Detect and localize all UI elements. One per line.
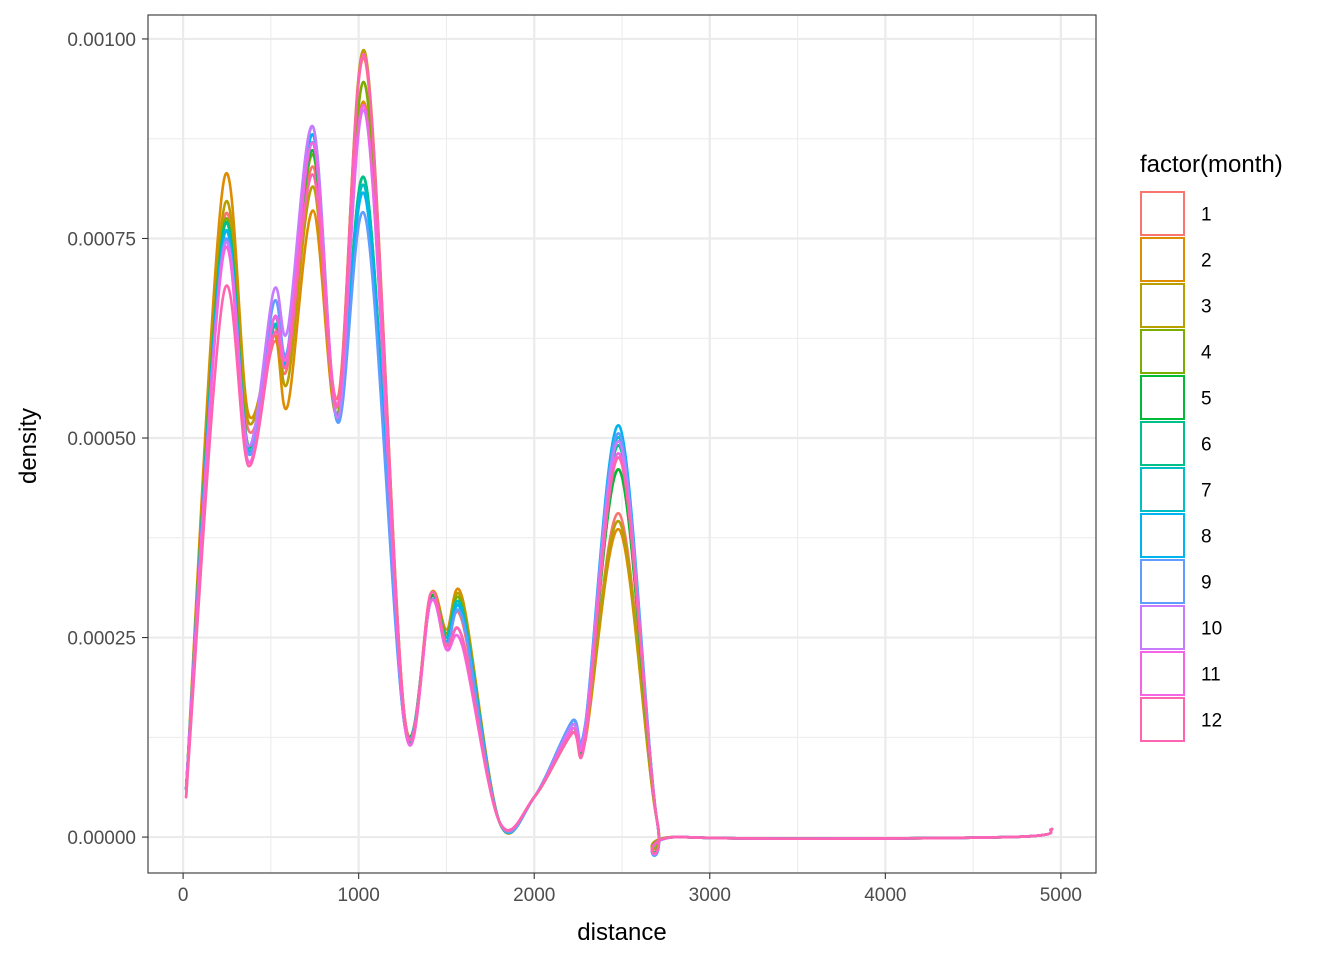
legend-label-8: 8: [1201, 527, 1212, 548]
legend-label-6: 6: [1201, 435, 1212, 456]
x-tick-label: 1000: [338, 885, 380, 906]
x-tick-label: 5000: [1040, 885, 1082, 906]
x-axis: 0 1000 2000 3000 4000 5000: [178, 873, 1082, 906]
y-axis: 0.00000 0.00025 0.00050 0.00075 0.00100: [67, 30, 148, 849]
legend-key-9: [1140, 559, 1185, 604]
legend-key-11: [1140, 651, 1185, 696]
series-line-12: [184, 53, 1054, 855]
series-lines: [184, 49, 1054, 857]
y-tick-label: 0.00000: [67, 828, 136, 849]
y-axis-title: density: [15, 408, 42, 484]
y-tick-label: 0.00025: [67, 629, 136, 650]
x-tick-label: 0: [178, 885, 189, 906]
legend-key-8: [1140, 513, 1185, 558]
legend-label-12: 12: [1201, 711, 1222, 732]
legend-label-10: 10: [1201, 619, 1222, 640]
legend-label-4: 4: [1201, 343, 1212, 364]
legend-label-11: 11: [1201, 665, 1221, 686]
legend-title: factor(month): [1140, 151, 1283, 178]
x-axis-title: distance: [577, 919, 666, 946]
y-tick-label: 0.00075: [67, 229, 136, 250]
legend-key-4: [1140, 329, 1185, 374]
legend-key-1: [1140, 191, 1185, 236]
grid-lines: [148, 15, 1096, 873]
x-tick-label: 3000: [689, 885, 731, 906]
legend-key-3: [1140, 283, 1185, 328]
x-tick-label: 2000: [513, 885, 555, 906]
legend-key-12: [1140, 697, 1185, 742]
legend-label-9: 9: [1201, 573, 1212, 594]
legend-label-3: 3: [1201, 297, 1212, 318]
legend-key-6: [1140, 421, 1185, 466]
legend-label-7: 7: [1201, 481, 1212, 502]
legend-label-2: 2: [1201, 251, 1212, 272]
y-tick-label: 0.00050: [67, 429, 136, 450]
legend-label-5: 5: [1201, 389, 1212, 410]
x-tick-label: 4000: [864, 885, 906, 906]
legend-key-2: [1140, 237, 1185, 282]
legend-label-1: 1: [1201, 205, 1212, 226]
legend-key-5: [1140, 375, 1185, 420]
legend-key-10: [1140, 605, 1185, 650]
y-tick-label: 0.00100: [67, 30, 136, 51]
panel-border: [147, 14, 1097, 874]
legend-key-7: [1140, 467, 1185, 512]
